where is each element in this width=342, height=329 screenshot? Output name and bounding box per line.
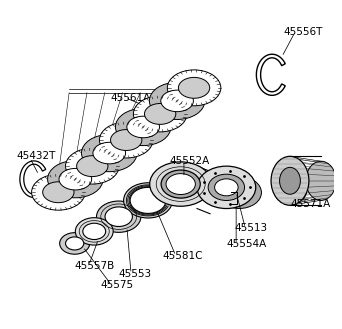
Text: 45575: 45575 [101, 280, 134, 290]
Ellipse shape [149, 82, 205, 119]
Ellipse shape [66, 237, 84, 250]
Ellipse shape [48, 161, 103, 198]
Ellipse shape [161, 90, 194, 112]
Text: 45552A: 45552A [169, 156, 210, 166]
Ellipse shape [43, 182, 74, 203]
Ellipse shape [93, 142, 126, 164]
Text: 45556T: 45556T [284, 27, 323, 38]
Ellipse shape [306, 161, 336, 200]
Ellipse shape [133, 96, 187, 132]
Ellipse shape [166, 174, 195, 194]
Ellipse shape [161, 170, 200, 198]
Ellipse shape [105, 207, 132, 226]
Ellipse shape [167, 70, 221, 106]
Ellipse shape [271, 156, 309, 205]
Text: 45581C: 45581C [163, 251, 203, 261]
Text: 45571A: 45571A [290, 199, 330, 209]
Ellipse shape [130, 187, 166, 214]
Ellipse shape [150, 162, 212, 206]
Ellipse shape [144, 104, 176, 124]
Ellipse shape [81, 135, 137, 172]
Ellipse shape [208, 174, 245, 200]
Ellipse shape [116, 108, 171, 145]
Text: 45432T: 45432T [16, 151, 55, 161]
Ellipse shape [83, 223, 106, 240]
Ellipse shape [123, 183, 172, 218]
Ellipse shape [31, 174, 85, 210]
Ellipse shape [215, 179, 238, 196]
Text: 45553: 45553 [119, 269, 152, 279]
Ellipse shape [218, 177, 261, 209]
Ellipse shape [279, 167, 300, 194]
Text: 45554A: 45554A [226, 240, 267, 249]
Ellipse shape [77, 156, 108, 177]
Polygon shape [20, 161, 46, 197]
Ellipse shape [66, 148, 119, 184]
Ellipse shape [127, 116, 159, 138]
Polygon shape [256, 54, 285, 95]
Text: 45561A: 45561A [110, 93, 151, 103]
Ellipse shape [59, 168, 92, 190]
Ellipse shape [60, 233, 90, 254]
Ellipse shape [179, 77, 210, 98]
Ellipse shape [110, 130, 142, 150]
Ellipse shape [100, 122, 153, 158]
Ellipse shape [75, 218, 113, 245]
Text: 45513: 45513 [235, 223, 268, 233]
Ellipse shape [96, 201, 141, 232]
Text: 45557B: 45557B [75, 261, 115, 271]
Ellipse shape [197, 166, 256, 209]
